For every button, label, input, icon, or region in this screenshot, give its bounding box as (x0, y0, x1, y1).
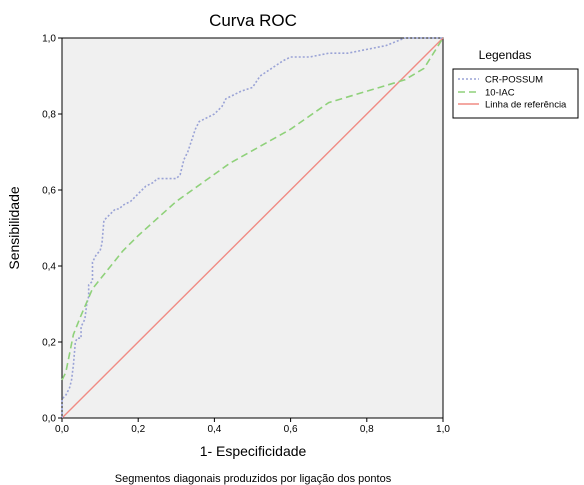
y-tick-label: 0,4 (42, 262, 56, 273)
y-tick-label: 0,0 (42, 414, 56, 425)
y-tick-label: 0,6 (42, 186, 56, 197)
x-tick-label: 1,0 (436, 424, 450, 435)
y-tick-label: 0,2 (42, 338, 56, 349)
series-10-iac-line (61, 37, 444, 381)
x-tick-label: 0,4 (207, 424, 221, 435)
x-tick-label: 0,0 (55, 424, 69, 435)
legend-label-10-iac: 10-IAC (485, 87, 515, 98)
x-axis-title: 1- Especificidade (200, 443, 307, 459)
legend-label-cr-possum: CR-POSSUM (485, 74, 543, 85)
legend-label-linha-de-referencia: Linha de referência (485, 99, 567, 110)
y-tick-label: 0,8 (42, 110, 56, 121)
chart-title: Curva ROC (209, 11, 297, 30)
x-tick-label: 0,6 (284, 424, 298, 435)
x-tick-label: 0,8 (360, 424, 374, 435)
chart-footnote: Segmentos diagonais produzidos por ligaç… (115, 473, 392, 485)
series-layer (61, 37, 444, 419)
legend-box (452, 68, 579, 119)
series-linha-de-referencia-line (61, 37, 444, 419)
y-tick-label: 1,0 (42, 34, 56, 45)
x-tick-label: 0,2 (131, 424, 145, 435)
axis-ticks: 0,0 0,2 0,4 0,6 0,8 1,0 0,0 0,2 0,4 0,6 0,8 1,0 (42, 34, 450, 436)
legend-title: Legendas (479, 48, 532, 62)
y-axis-title: Sensibilidade (6, 186, 22, 269)
